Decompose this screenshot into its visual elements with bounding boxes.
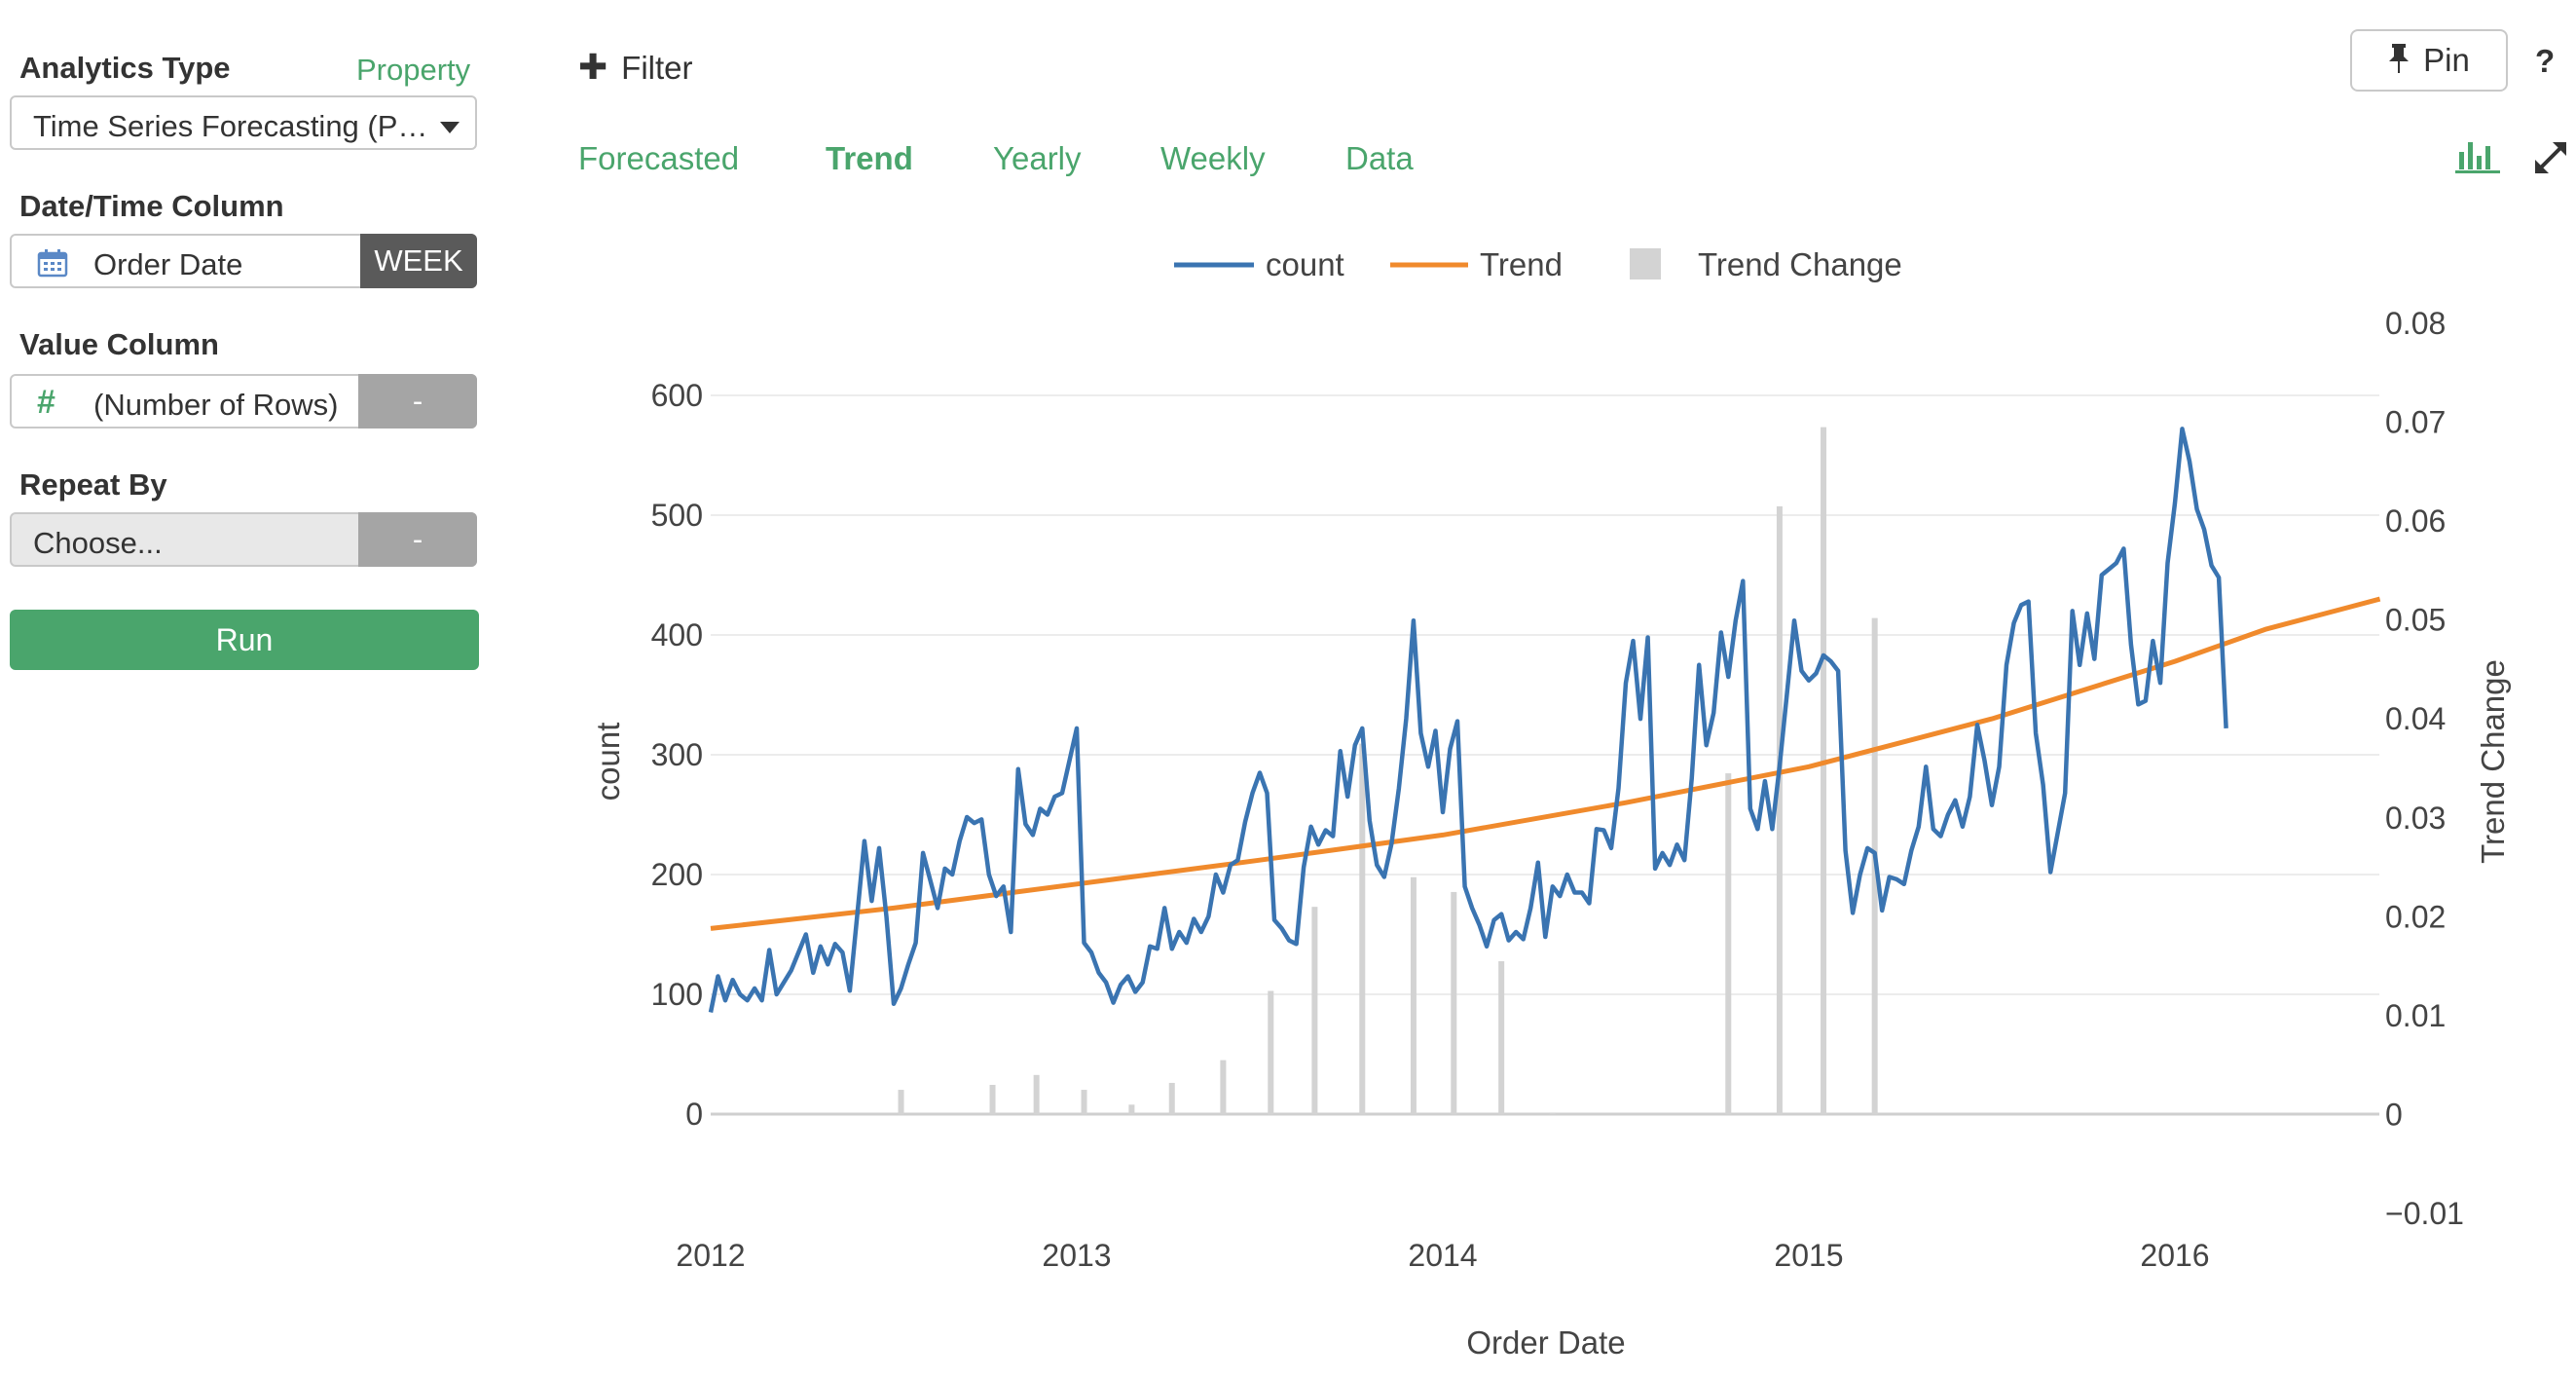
- value-column-label: Value Column: [19, 327, 219, 361]
- y2-tick-label: 0.07: [2385, 405, 2446, 440]
- trend-change-bar: [1168, 1082, 1175, 1115]
- legend-trend-change-label: Trend Change: [1698, 246, 1902, 282]
- pin-label: Pin: [2423, 42, 2470, 78]
- trend-change-bar: [1725, 773, 1732, 1115]
- x-axis-title: Order Date: [1466, 1324, 1625, 1360]
- analytics-type-select[interactable]: Time Series Forecasting (P…: [10, 95, 477, 150]
- analytics-type-value: Time Series Forecasting (P…: [33, 109, 428, 143]
- y2-tick-label: 0.08: [2385, 306, 2446, 341]
- tab-data[interactable]: Data: [1345, 140, 1414, 176]
- trend-change-bar: [1498, 961, 1505, 1115]
- x-tick-label: 2014: [1408, 1238, 1477, 1273]
- y2-tick-label: 0.05: [2385, 603, 2446, 638]
- chevron-down-icon: [440, 122, 460, 133]
- tab-yearly[interactable]: Yearly: [993, 140, 1082, 176]
- datetime-column-field[interactable]: Order Date WEEK: [10, 234, 477, 288]
- expand-icon[interactable]: [2531, 138, 2570, 182]
- analytics-type-label: Analytics Type: [19, 51, 231, 85]
- trend-change-bar: [1033, 1074, 1040, 1115]
- datetime-column-value: Order Date: [93, 247, 243, 281]
- trend-change-bar: [1549, 1112, 1556, 1115]
- chart-lines: [708, 427, 2381, 1013]
- y2-tick-label: 0.02: [2385, 899, 2446, 934]
- trend-change-bar: [1268, 990, 1274, 1115]
- pin-icon: [2388, 33, 2410, 92]
- tab-weekly[interactable]: Weekly: [1160, 140, 1266, 176]
- y-tick-label: 600: [651, 378, 703, 413]
- trend-change-bar: [898, 1090, 904, 1115]
- repeat-by-clear-button[interactable]: -: [358, 512, 477, 567]
- plus-icon: ✚: [578, 47, 608, 87]
- calendar-icon: [37, 248, 68, 282]
- y-tick-label: 0: [685, 1097, 703, 1132]
- x-tick-label: 2013: [1042, 1238, 1111, 1273]
- y-axis-title: count: [590, 723, 626, 801]
- property-link[interactable]: Property: [356, 53, 471, 87]
- trend-change-bar: [1821, 427, 1827, 1115]
- y-tick-label: 200: [651, 857, 703, 892]
- trend-change-bar: [989, 1084, 996, 1115]
- run-button[interactable]: Run: [10, 610, 479, 670]
- trend-line: [710, 596, 2381, 931]
- y-tick-label: 300: [651, 737, 703, 772]
- hash-icon: #: [37, 384, 55, 421]
- x-tick-label: 2012: [676, 1238, 745, 1273]
- legend-trend-label: Trend: [1480, 246, 1563, 282]
- trend-change-bar: [1410, 876, 1417, 1115]
- trend-change-bar: [1081, 1090, 1087, 1115]
- chart-legend: count Trend Trend Change: [1174, 246, 1902, 282]
- y-tick-label: 400: [651, 617, 703, 652]
- trend-change-bar: [1311, 907, 1318, 1115]
- tab-forecasted[interactable]: Forecasted: [578, 140, 740, 176]
- y2-tick-label: −0.01: [2385, 1196, 2464, 1231]
- y2-axis-labels: −0.01 0 0.01 0.02 0.03 0.04 0.05 0.06 0.07 0.08: [2385, 306, 2464, 1231]
- pin-button[interactable]: Pin: [2350, 29, 2508, 92]
- week-unit-button[interactable]: WEEK: [360, 234, 477, 288]
- help-icon[interactable]: ?: [2535, 43, 2556, 79]
- y-tick-label: 500: [651, 498, 703, 533]
- y2-tick-label: 0.01: [2385, 998, 2446, 1033]
- filter-label: Filter: [621, 50, 693, 86]
- trend-change-bars: [898, 427, 1878, 1115]
- trend-change-bar: [1451, 891, 1457, 1115]
- filter-button[interactable]: ✚ Filter: [578, 47, 693, 88]
- repeat-by-label: Repeat By: [19, 467, 167, 502]
- y2-tick-label: 0: [2385, 1097, 2403, 1132]
- trend-change-bar: [1220, 1060, 1227, 1115]
- repeat-by-placeholder: Choose...: [33, 526, 163, 560]
- y2-tick-label: 0.03: [2385, 801, 2446, 836]
- tab-trend[interactable]: Trend: [826, 140, 913, 176]
- count-line: [708, 427, 2228, 1013]
- y2-axis-title: Trend Change: [2475, 659, 2511, 864]
- x-tick-label: 2016: [2140, 1238, 2209, 1273]
- y-tick-label: 100: [651, 977, 703, 1012]
- chart-gridlines: [711, 394, 2379, 1116]
- legend-count-label: count: [1266, 246, 1344, 282]
- x-axis-labels: 2012 2013 2014 2015 2016: [676, 1238, 2209, 1273]
- y2-tick-label: 0.04: [2385, 701, 2446, 736]
- y2-tick-label: 0.06: [2385, 503, 2446, 539]
- trend-change-bar: [1776, 505, 1783, 1115]
- repeat-by-select[interactable]: Choose... -: [10, 512, 477, 567]
- datetime-column-label: Date/Time Column: [19, 189, 284, 223]
- y-axis-labels: 0 100 200 300 400 500 600: [651, 378, 703, 1132]
- value-column-field[interactable]: # (Number of Rows) -: [10, 374, 477, 429]
- trend-change-bar: [1128, 1104, 1135, 1115]
- value-column-value: (Number of Rows): [93, 388, 339, 422]
- trend-change-bar: [1359, 743, 1366, 1115]
- x-tick-label: 2015: [1774, 1238, 1843, 1273]
- value-column-clear-button[interactable]: -: [358, 374, 477, 429]
- bar-chart-icon[interactable]: [2455, 138, 2500, 180]
- legend-trend-change-swatch: [1630, 248, 1661, 280]
